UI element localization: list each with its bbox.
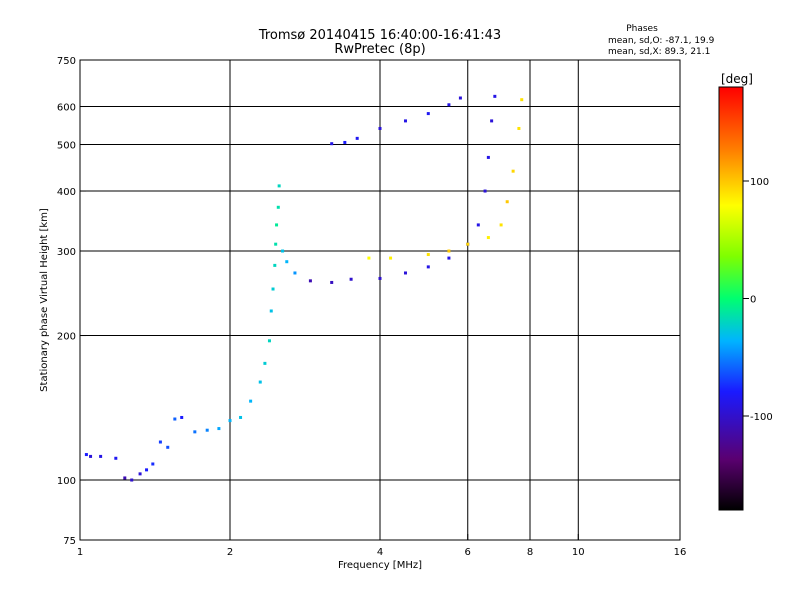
data-point-low_layer [249, 399, 253, 403]
data-point-o_trace [447, 256, 451, 260]
data-point-o_trace [493, 94, 497, 98]
data-point-low_layer [180, 415, 184, 419]
data-point-low_layer [267, 339, 271, 343]
x-axis-label: Frequency [MHz] [338, 560, 422, 571]
data-point-low_layer [263, 361, 267, 365]
colorbar-ticks: 100 0 -100 [743, 177, 773, 423]
data-point-f2_upper [330, 142, 334, 146]
x-tick-label: 16 [674, 547, 687, 558]
data-point-o_trace [349, 277, 353, 281]
y-tick-label: 200 [57, 332, 76, 343]
data-point-cusp [281, 249, 285, 253]
data-point-f2_upper [403, 119, 407, 123]
data-point-f2_upper [343, 140, 347, 144]
y-tick-label: 500 [57, 141, 76, 152]
x-tick-label: 8 [527, 547, 533, 558]
data-point-cusp [274, 242, 278, 246]
data-point-cusp [285, 260, 289, 264]
data-point-x_trace [499, 223, 503, 227]
data-point-x_trace [426, 253, 430, 257]
data-point-low_layer [239, 415, 243, 419]
phases-x-stats: mean, sd,X: 89.3, 21.1 [608, 47, 710, 57]
x-tick-label: 6 [465, 547, 471, 558]
data-point-low_layer [228, 419, 232, 423]
data-point-cusp [293, 271, 297, 275]
data-point-low_layer [258, 380, 262, 384]
data-point-cusp [275, 223, 279, 227]
data-point-x_trace [367, 256, 371, 260]
data-point-o_trace [378, 276, 382, 280]
data-point-low_layer [138, 472, 142, 476]
data-point-low_layer [158, 440, 162, 444]
data-point-f2_upper [426, 112, 430, 116]
data-point-x_trace [466, 242, 470, 246]
chart-subtitle: RwPretec (8p) [334, 42, 425, 57]
data-point-o_trace [426, 265, 430, 269]
colorbar: [deg] 100 0 -100 [718, 72, 773, 511]
data-point-o_trace [483, 189, 487, 193]
colorbar-tick-label: -100 [750, 412, 773, 423]
data-point-low_layer [145, 468, 149, 472]
data-point-x_trace [520, 98, 524, 102]
data-point-low_layer [89, 454, 93, 458]
data-point-f2_upper [447, 103, 451, 107]
data-point-low_layer [123, 476, 127, 480]
data-point-x_trace [517, 126, 521, 130]
data-point-low_layer [205, 428, 209, 432]
data-point-cusp [277, 184, 281, 188]
chart-title: Tromsø 20140415 16:40:00-16:41:43 [258, 28, 501, 43]
phases-title: Phases [626, 24, 658, 34]
data-point-o_trace [308, 279, 312, 283]
y-tick-label: 300 [57, 247, 76, 258]
axis-ticks: 1 2 4 6 8 10 16 75 100 200 300 400 500 600 750 [57, 56, 686, 558]
colorbar-unit-label: [deg] [721, 72, 753, 86]
grid-lines [80, 60, 680, 540]
data-point-o_trace [330, 280, 334, 284]
data-point-o_trace [476, 223, 480, 227]
y-axis-label: Stationary phase Virtual Height [km] [39, 208, 50, 392]
x-tick-label: 4 [377, 547, 383, 558]
data-point-f2_upper [378, 126, 382, 130]
data-point-low_layer [217, 427, 221, 431]
data-point-o_trace [403, 271, 407, 275]
x-tick-label: 2 [227, 547, 233, 558]
data-point-low_layer [114, 456, 118, 460]
data-point-low_layer [130, 478, 134, 482]
data-point-x_trace [389, 256, 393, 260]
data-point-low_layer [99, 454, 103, 458]
data-point-x_trace [505, 200, 509, 204]
x-tick-label: 1 [77, 547, 83, 558]
x-tick-label: 10 [572, 547, 585, 558]
data-point-low_layer [151, 462, 155, 466]
y-tick-label: 75 [63, 536, 76, 547]
colorbar-gradient [719, 87, 743, 510]
data-point-low_layer [193, 430, 197, 434]
data-point-cusp [269, 309, 273, 313]
data-point-f2_upper [458, 96, 462, 100]
plot-area: 1 2 4 6 8 10 16 75 100 200 300 400 500 600 750 [57, 56, 686, 558]
data-point-f2_upper [355, 136, 359, 140]
data-point-cusp [271, 287, 275, 291]
data-point-x_trace [447, 249, 451, 253]
y-tick-label: 100 [57, 476, 76, 487]
colorbar-tick-label: 0 [750, 295, 756, 306]
data-point-x_trace [486, 236, 490, 240]
data-point-o_trace [490, 119, 494, 123]
y-tick-label: 750 [57, 56, 76, 67]
phases-o-stats: mean, sd,O: -87.1, 19.9 [608, 36, 715, 46]
data-point-low_layer [84, 453, 88, 457]
data-point-low_layer [166, 445, 170, 449]
y-tick-label: 400 [57, 187, 76, 198]
data-point-cusp [276, 205, 280, 209]
y-tick-label: 600 [57, 103, 76, 114]
data-point-low_layer [173, 417, 177, 421]
data-point-o_trace [486, 155, 490, 159]
data-point-cusp [273, 263, 277, 267]
data-point-x_trace [511, 169, 515, 173]
data-points [84, 94, 524, 482]
colorbar-tick-label: 100 [750, 177, 769, 188]
